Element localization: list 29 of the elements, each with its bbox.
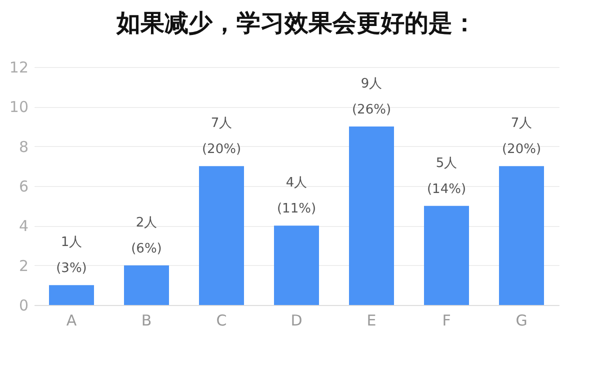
text: 5人 (14%): [426, 156, 466, 197]
bar: [274, 226, 319, 305]
bar: [424, 206, 469, 305]
y-tick-label: 0: [18, 296, 28, 314]
x-tick-label: G: [516, 312, 528, 330]
x-tick-label: A: [66, 312, 78, 330]
bar: [49, 285, 94, 305]
y-tick-label: 10: [9, 98, 28, 116]
x-tick-label: B: [141, 312, 152, 330]
text: 9人 (26%): [352, 76, 392, 118]
text: 7人 (20%): [202, 116, 242, 158]
bar: [349, 126, 394, 305]
text: 7人 (20%): [502, 116, 542, 158]
y-tick-label: 8: [18, 138, 28, 156]
bar: [124, 265, 169, 305]
text: 2人 (6%): [131, 215, 162, 256]
x-tick-label: F: [442, 312, 451, 330]
x-tick-label: C: [216, 312, 227, 330]
y-tick-label: 2: [18, 256, 28, 275]
y-tick-label: 6: [18, 178, 28, 196]
bar: [199, 166, 244, 305]
y-tick-label: 4: [18, 217, 28, 236]
x-tick-label: D: [290, 312, 302, 330]
text: 4人 (11%): [276, 176, 316, 217]
bar: [499, 166, 544, 305]
text: 1人 (3%): [56, 235, 87, 276]
x-tick-label: E: [366, 312, 376, 330]
chart-title: 如果减少，学习效果会更好的是：: [116, 9, 476, 37]
y-tick-label: 12: [9, 58, 28, 76]
